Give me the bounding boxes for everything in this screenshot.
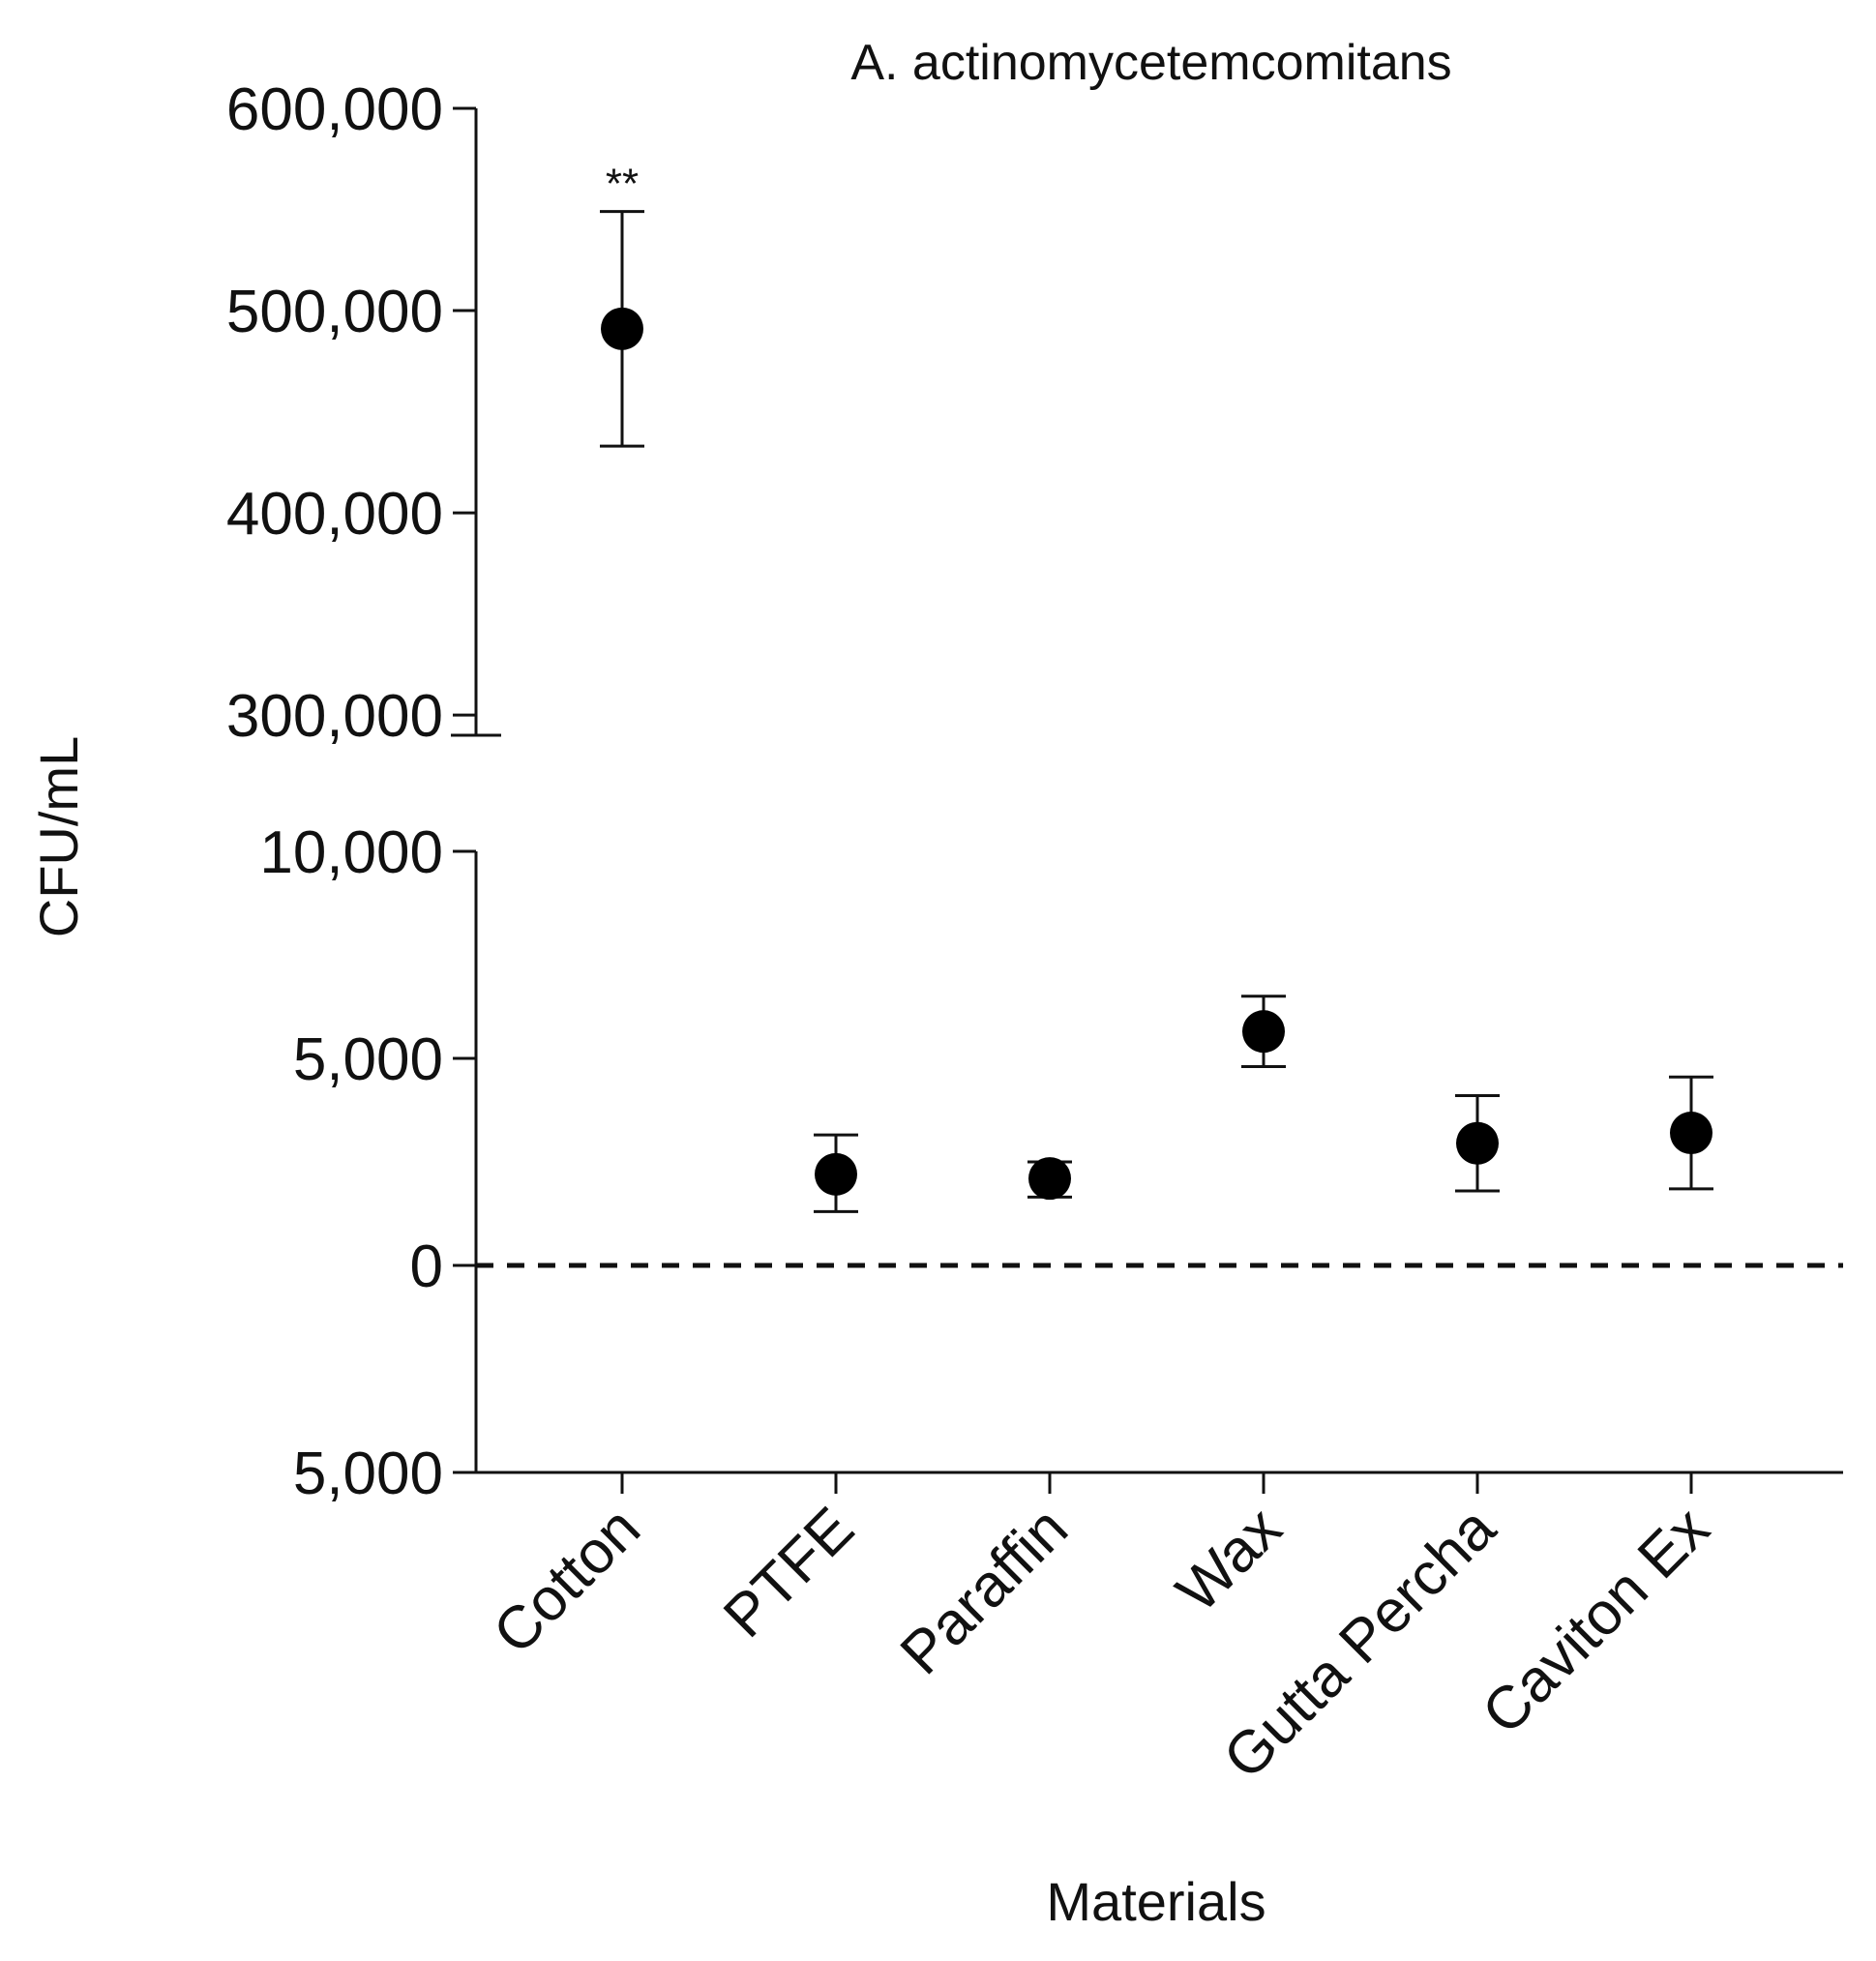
y-tick-label: 600,000: [226, 76, 443, 143]
y-tick-label: 300,000: [226, 683, 443, 750]
data-point: [1670, 1112, 1712, 1155]
data-point: [1456, 1121, 1499, 1165]
x-tick-label: Wax: [1164, 1495, 1295, 1625]
data-point: [1028, 1157, 1071, 1201]
y-tick-label: 5,000: [293, 1441, 443, 1507]
x-tick-label: PTFE: [711, 1495, 867, 1650]
chart-title: A. actinomycetemcomitans: [850, 35, 1451, 91]
x-axis-title: Materials: [1046, 1871, 1266, 1932]
x-tick-label: Cotton: [481, 1495, 653, 1667]
y-tick-label: 5,000: [293, 1026, 443, 1093]
y-tick-label: 10,000: [259, 819, 443, 886]
y-axis-title: CFU/mL: [28, 736, 89, 937]
data-point: [601, 307, 643, 350]
x-tick-label: Paraffin: [888, 1495, 1081, 1687]
data-point: [815, 1152, 857, 1196]
x-tick-label: Caviton Ex: [1470, 1495, 1722, 1747]
data-point: [1242, 1010, 1285, 1054]
y-tick-label: 500,000: [226, 279, 443, 345]
significance-label: **: [606, 161, 639, 208]
y-tick-label: 0: [410, 1233, 443, 1300]
data-marks: **: [600, 161, 1713, 1213]
axes: 300,000 400,000 500,000 600,000 5,000 0 5,000 1…: [226, 76, 1843, 1792]
y-tick-label: 400,000: [226, 481, 443, 548]
